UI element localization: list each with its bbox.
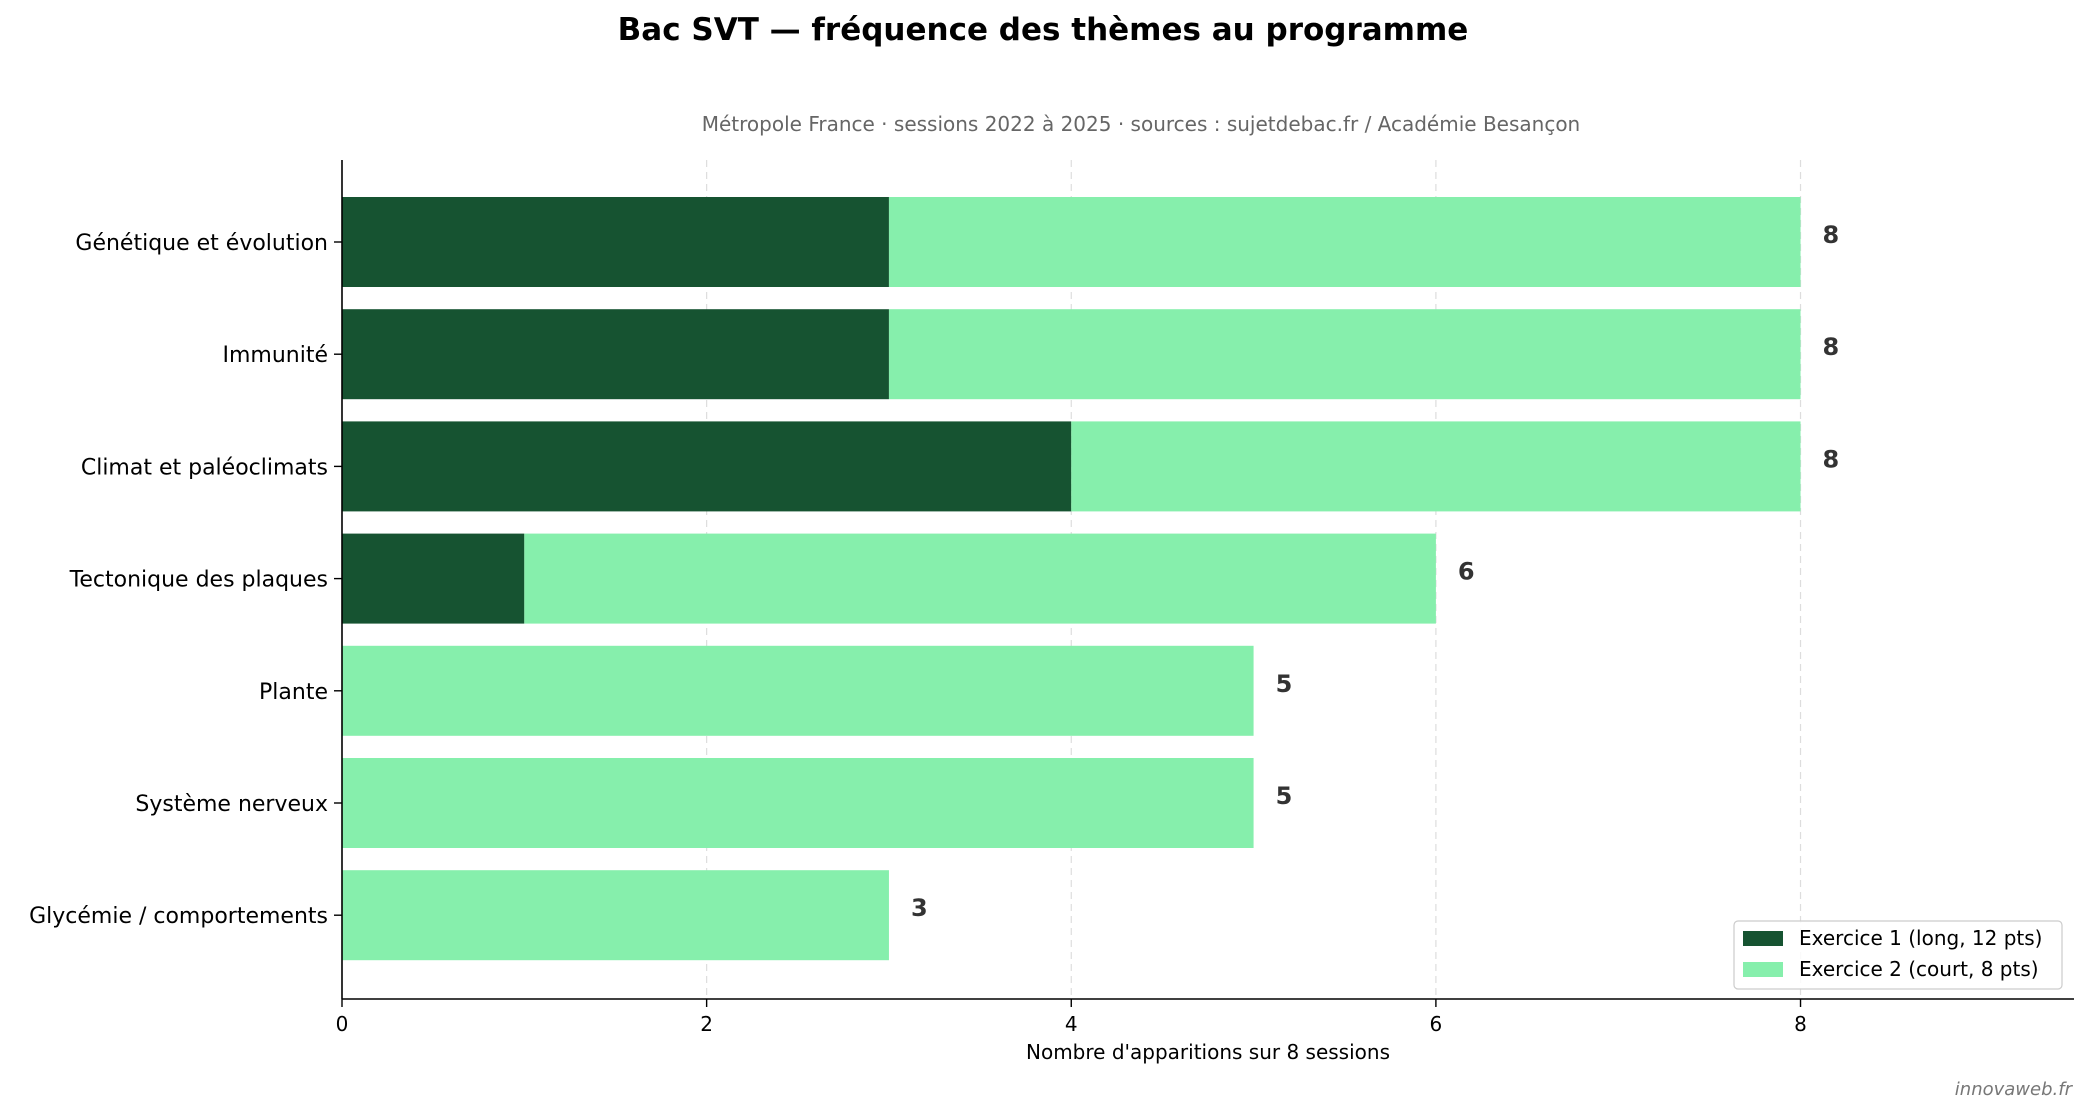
legend-label-exercice-2: Exercice 2 (court, 8 pts) [1799, 957, 2039, 981]
x-tick-label: 8 [1794, 1012, 1807, 1036]
legend-swatch-exercice-1 [1743, 931, 1783, 946]
legend-label-exercice-1: Exercice 1 (long, 12 pts) [1799, 926, 2043, 950]
bar-segment-exercice-2 [888, 309, 1801, 400]
value-label: 5 [1276, 782, 1293, 810]
x-axis-label: Nombre d'apparitions sur 8 sessions [1026, 1040, 1390, 1064]
value-label: 5 [1276, 670, 1293, 698]
watermark: innovaweb.fr [1955, 1079, 2074, 1100]
x-tick-label: 2 [700, 1012, 713, 1036]
category-label: Plante [259, 680, 328, 705]
category-label: Système nerveux [135, 792, 328, 817]
bar-segment-exercice-2 [524, 533, 1436, 624]
x-tick-label: 6 [1430, 1012, 1443, 1036]
bar-segment-exercice-2 [342, 870, 889, 961]
legend-box [1733, 920, 2063, 990]
value-labels: 8 8 8 6 5 5 3 [911, 221, 1839, 922]
category-label: Génétique et évolution [75, 231, 328, 256]
bar-segment-exercice-2 [342, 645, 1254, 736]
category-label: Climat et paléoclimats [81, 455, 328, 480]
grid [706, 160, 1802, 999]
axes [341, 160, 2074, 1000]
category-label: Glycémie / comportements [29, 904, 328, 929]
category-labels: Génétique et évolution Immunité Climat et … [29, 231, 342, 929]
chart-subtitle: Métropole France · sessions 2022 à 2025 … [702, 112, 1580, 136]
bar-segment-exercice-2 [342, 758, 1254, 848]
value-label: 8 [1823, 221, 1840, 249]
category-label: Tectonique des plaques [69, 568, 328, 593]
x-ticks: 0 2 4 6 8 [336, 999, 1807, 1036]
category-label: Immunité [222, 343, 328, 368]
chart-title: Bac SVT — fréquence des thèmes au progra… [618, 12, 1469, 48]
bar-segment-exercice-2 [888, 197, 1801, 287]
legend-swatch-exercice-2 [1743, 962, 1783, 977]
value-label: 8 [1823, 445, 1840, 473]
bar-segment-exercice-1 [342, 533, 525, 624]
bar-segment-exercice-1 [342, 309, 889, 400]
legend: Exercice 1 (long, 12 pts) Exercice 2 (co… [1733, 920, 2063, 990]
bar-segment-exercice-1 [342, 421, 1072, 512]
value-label: 6 [1458, 558, 1475, 586]
bar-segment-exercice-2 [1071, 421, 1801, 512]
x-tick-label: 0 [336, 1012, 349, 1036]
bar-segment-exercice-1 [342, 197, 889, 287]
value-label: 3 [911, 894, 928, 922]
bars [342, 197, 1801, 961]
value-label: 8 [1823, 333, 1840, 361]
x-tick-label: 4 [1065, 1012, 1078, 1036]
